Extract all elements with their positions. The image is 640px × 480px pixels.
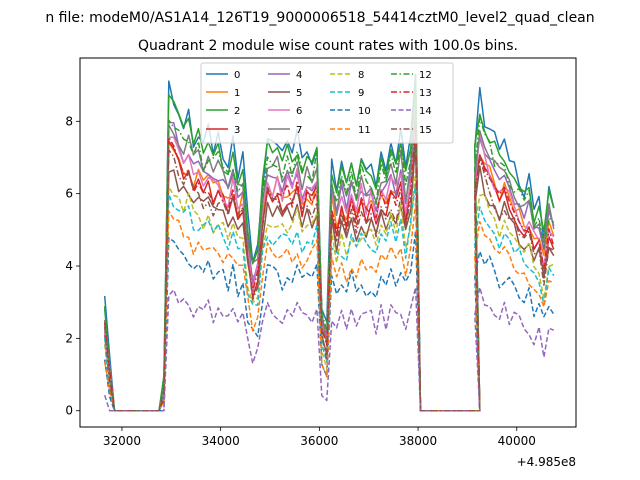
figure-suptitle: n file: modeM0/AS1A14_126T19_9000006518_… (45, 10, 594, 26)
series-line-2 (103, 77, 555, 412)
chart-title: Quadrant 2 module wise count rates with … (138, 38, 518, 54)
legend-label-8: 8 (358, 70, 364, 81)
x-tick-label: 40000 (498, 434, 536, 448)
legend-frame (200, 62, 454, 144)
series-line-9 (103, 183, 555, 412)
legend-label-12: 12 (419, 70, 432, 81)
legend-label-9: 9 (358, 88, 364, 99)
series-line-15 (103, 136, 555, 412)
y-tick-label: 0 (65, 404, 73, 418)
y-tick-label: 2 (65, 331, 73, 345)
legend-label-6: 6 (296, 106, 302, 117)
x-tick-label: 38000 (399, 434, 437, 448)
y-tick-label: 6 (65, 187, 73, 201)
legend-label-14: 14 (419, 106, 432, 117)
legend-label-5: 5 (296, 88, 302, 99)
y-axis: 0 2 4 6 8 (65, 114, 80, 418)
legend-label-1: 1 (234, 88, 240, 99)
series-line-7 (103, 105, 555, 412)
legend-label-2: 2 (234, 106, 240, 117)
legend-label-7: 7 (296, 125, 302, 136)
y-tick-label: 8 (65, 114, 73, 128)
y-tick-label: 4 (65, 259, 73, 273)
x-tick-label: 36000 (300, 434, 338, 448)
legend-label-0: 0 (234, 70, 240, 81)
series-line-5 (103, 141, 555, 412)
x-axis-offset-label: +4.985e8 (517, 455, 576, 469)
plot-frame (79, 57, 577, 428)
x-tick-label: 32000 (103, 434, 141, 448)
series-line-8 (103, 169, 555, 412)
legend-label-15: 15 (419, 125, 432, 136)
series-line-12 (103, 82, 555, 412)
x-axis: 32000 34000 36000 38000 40000 (103, 427, 536, 448)
legend-label-10: 10 (358, 106, 371, 117)
legend-label-13: 13 (419, 88, 432, 99)
series-line-14 (103, 286, 555, 412)
x-tick-label: 34000 (202, 434, 240, 448)
legend-label-11: 11 (358, 125, 371, 136)
legend-label-3: 3 (234, 125, 240, 136)
series-line-11 (103, 202, 555, 412)
series-layer (103, 73, 555, 412)
legend-label-4: 4 (296, 70, 302, 81)
